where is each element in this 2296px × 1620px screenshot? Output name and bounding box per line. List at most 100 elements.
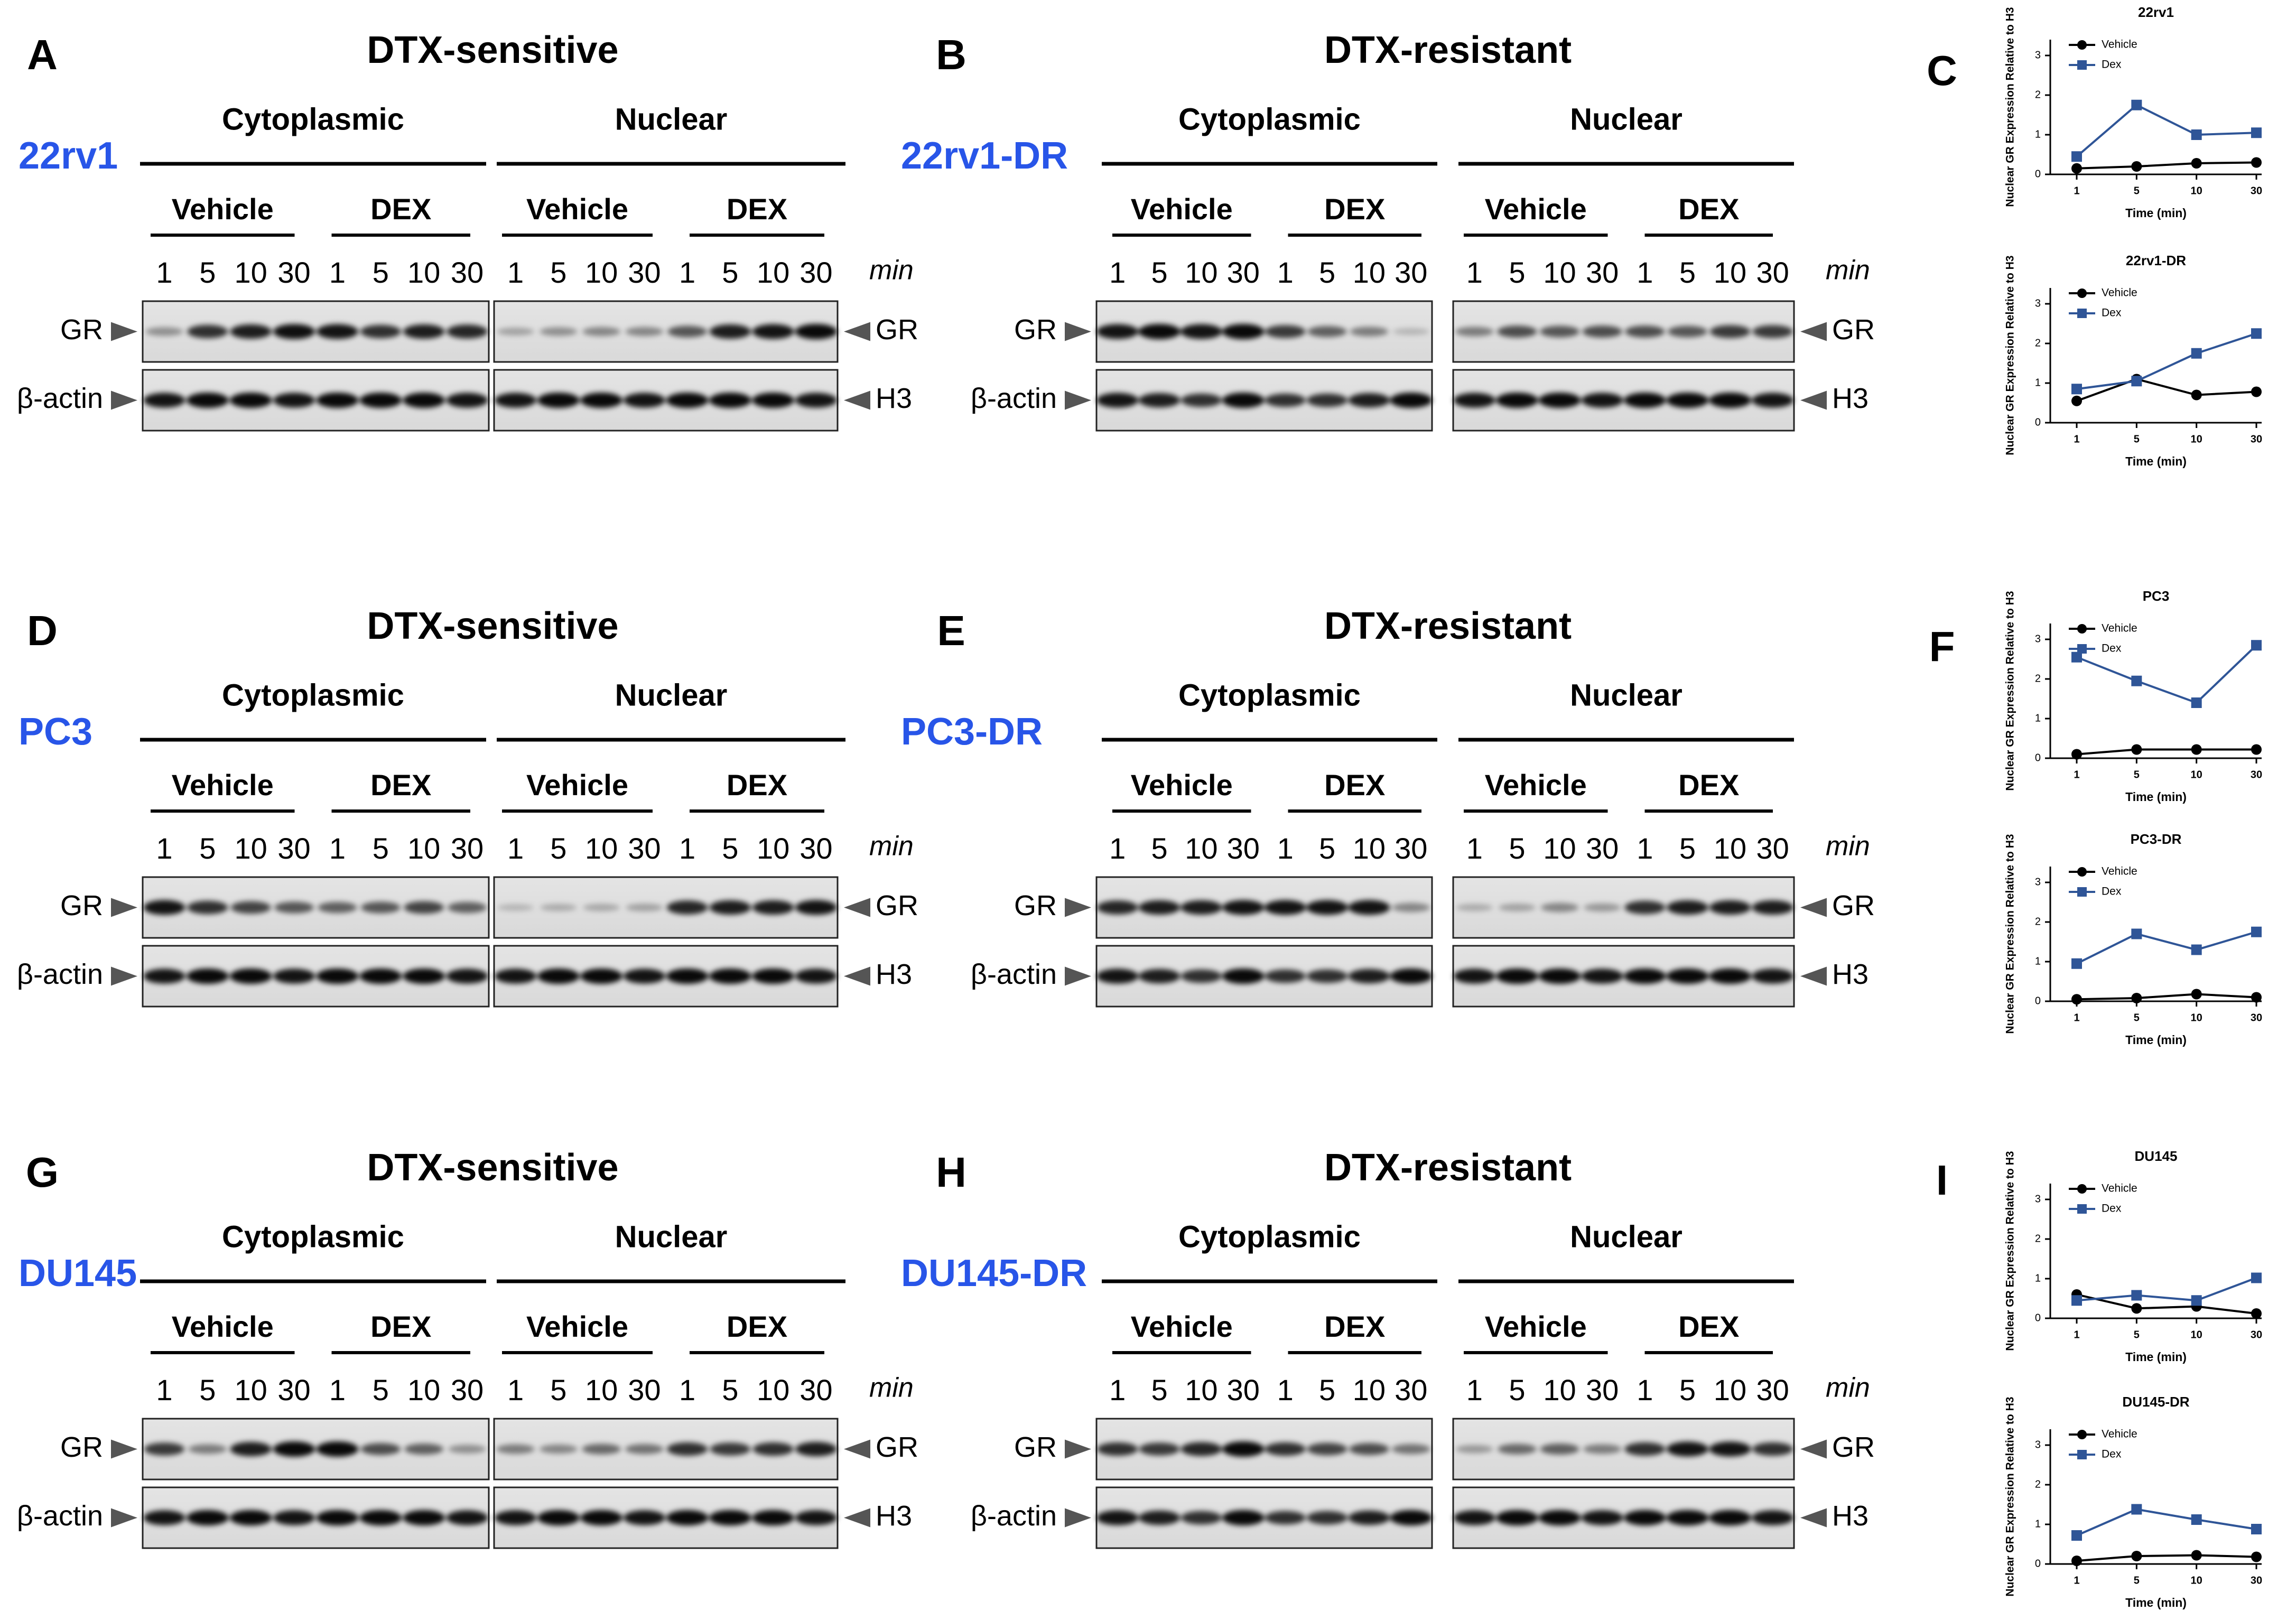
x-tick-label: 30 [2251,433,2262,445]
blot-band [540,327,578,336]
blot-band [1538,392,1581,408]
data-point [2131,744,2142,755]
nuclear-h3-blot [493,945,839,1008]
band-arrow-icon [111,390,137,410]
x-axis-label: Time (min) [2125,790,2187,804]
vehicle-group-label: Vehicle [526,1310,628,1343]
timepoint-label: 5 [373,256,389,289]
cytoplasmic-gr-blot [1095,300,1433,363]
panel-letter: H [936,1149,966,1196]
blot-band [1455,327,1494,337]
blot-band [752,1510,794,1526]
data-point [2071,994,2082,1005]
timepoint-label: 30 [277,832,310,865]
timepoint-label: 1 [1109,832,1126,865]
cytoplasmic-gr-blot [142,876,490,939]
blot-band [273,969,315,984]
blot-band [623,969,665,984]
band-group [1096,968,1433,984]
blot-band [795,393,837,408]
timepoint-label: 30 [451,1373,484,1407]
dex-group-label: DEX [1678,768,1739,802]
timepoint-label: 1 [507,1373,524,1407]
legend-label: Vehicle [2102,1428,2137,1440]
blot-band [1582,325,1622,338]
band-arrow-icon [111,322,137,341]
blot-band [795,1441,837,1457]
legend-label: Vehicle [2102,865,2137,878]
y-tick-label: 1 [2035,1272,2041,1284]
timepoint-label: 30 [1586,832,1619,865]
blot-band [187,324,228,339]
blot-band [667,325,707,338]
legend-label: Dex [2102,1448,2122,1460]
cytoplasmic-gr-blot [1095,1418,1433,1481]
blot-band [1666,392,1709,408]
x-tick-label: 1 [2074,769,2079,780]
gr-row-label: GR [1014,314,1057,346]
nuclear-gr-blot [493,300,839,363]
chart-title: 22rv1-DR [2126,253,2186,268]
band-arrow-icon [844,390,870,410]
y-tick-label: 3 [2035,1193,2041,1205]
data-point [2191,744,2202,755]
blot-band [1264,900,1306,915]
band-group [1453,1510,1794,1526]
dex-group-label: DEX [1324,1310,1385,1343]
nuclear-gr-blot [493,876,839,939]
data-point [2191,129,2202,140]
blot-band [1222,1510,1265,1526]
blot-band [446,1510,488,1525]
cytoplasmic-label: Cytoplasmic [222,102,404,136]
timepoint-label: 10 [1543,832,1576,865]
cell-line-label: DU145 [18,1252,137,1295]
legend-marker [2077,40,2087,50]
series-line-dex [2076,930,2257,965]
blot-band [1752,1510,1794,1525]
band-group [143,1510,488,1526]
x-tick-label: 1 [2074,1329,2079,1340]
timepoint-label: 5 [550,832,566,865]
timepoint-label: 1 [156,832,172,865]
data-point [2131,993,2142,1003]
timepoint-label: 10 [757,832,789,865]
timepoint-label: 10 [1714,1373,1746,1407]
line-chart-0: 22rv1 0 1 2 3 1 5 10 30 Time (min) Nuclear GR Expr… [2004,4,2263,220]
y-tick-label: 1 [2035,1518,2041,1530]
blot-band [495,1510,537,1525]
band-group [143,392,488,408]
timepoint-label: 1 [507,832,524,865]
data-point [2131,1290,2142,1301]
blot-band [1709,392,1751,408]
vehicle-group-label: Vehicle [172,1310,274,1343]
blot-band [1348,900,1390,915]
timepoint-label: 10 [585,1373,618,1407]
timepoint-label: 1 [679,256,695,289]
blot-band [752,1442,794,1456]
cell-line-label: 22rv1 [18,135,118,177]
timepoint-label: 1 [1277,256,1294,289]
panel-letter: D [27,607,58,654]
blot-band [143,969,185,984]
timepoint-label: 5 [1319,832,1335,865]
blot-band [230,324,272,339]
timepoint-label: 1 [1109,1373,1126,1407]
band-arrow-icon [844,322,870,341]
blot-band [1222,323,1265,340]
actin-row-label: β-actin [971,1500,1057,1532]
band-group [496,1441,837,1457]
band-group [1097,1441,1430,1457]
nuclear-label: Nuclear [1570,102,1683,136]
blot-band [1666,968,1709,984]
panel-e: E DTX-resistant PC3-DR Cytoplasmic Nuclear Ve… [901,605,1875,1008]
vehicle-group-label: Vehicle [1131,192,1233,226]
blot-band [795,900,837,915]
timepoint-label: 10 [407,1373,440,1407]
gr-row-label: GR [876,314,918,346]
blot-band [1709,968,1751,984]
gr-row-label: GR [876,890,918,921]
cytoplasmic-actin-blot [142,945,490,1008]
cytoplasmic-actin-blot [142,1486,490,1549]
timepoint-label: 30 [628,1373,661,1407]
